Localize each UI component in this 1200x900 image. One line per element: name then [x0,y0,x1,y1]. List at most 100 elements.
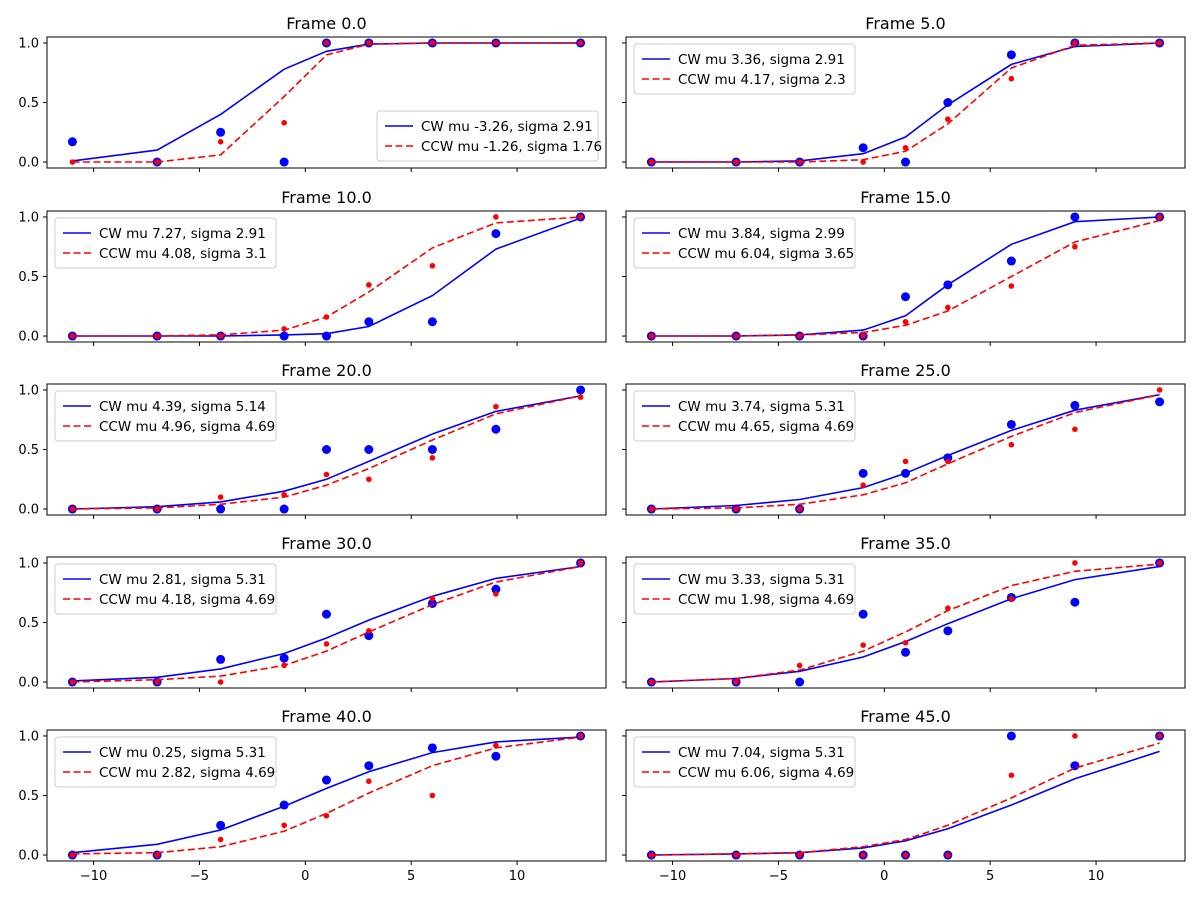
axes-frame [46,556,607,689]
subplot-title: Frame 15.0 [860,188,951,207]
x-tick-label: −10 [80,869,107,884]
y-tick-label: 1.0 [18,556,39,571]
ccw-data-point [281,822,287,829]
axes-frame [625,383,1186,516]
legend: CW mu 3.33, sigma 5.31 CCW mu 1.98, sigma… [633,563,856,615]
ccw-data-point [796,852,803,858]
legend: CW mu 3.84, sigma 2.99 CCW mu 6.04, sigma… [633,217,856,269]
ccw-data-point [945,116,951,122]
ccw-data-point [429,262,436,269]
ccw-data-point [577,214,584,220]
ccw-legend-label: CCW mu 1.98, sigma 4.69 [678,592,854,608]
cw-data-point [1006,50,1016,60]
ccw-data-point [860,159,866,165]
axes-frame [46,36,607,169]
ccw-legend-label: CCW mu 6.04, sigma 3.65 [678,246,854,262]
legend: CW mu 7.04, sigma 5.31 CCW mu 6.06, sigma… [633,736,856,788]
ccw-data-point [69,333,76,339]
subplot-title: Frame 20.0 [281,361,372,380]
x-tick-label: 10 [509,869,526,884]
subplot-title: Frame 45.0 [860,707,951,726]
cw-data-point [576,385,586,395]
ccw-fit-line [651,393,1160,510]
ccw-data-point [1156,733,1163,739]
legend-box [376,110,599,162]
ccw-data-point [902,458,909,465]
ccw-data-point [1008,283,1015,289]
ccw-data-point [796,506,803,512]
ccw-data-point [733,506,739,512]
cw-data-point [279,653,289,663]
legend-box [633,43,856,95]
y-tick-label: 0.5 [18,443,39,458]
cw-data-point [364,631,374,641]
legend: CW mu 3.36, sigma 2.91 CCW mu 4.17, sigma… [633,43,856,95]
subplot-7: Frame 35.0 CW mu 3.33, sigma 5.31 CCW mu 1… [622,534,1186,692]
cw-data-point [322,609,331,619]
ccw-data-point [1008,772,1015,779]
ccw-data-point [69,506,76,512]
cw-fit-line [72,395,581,510]
legend: CW mu 7.27, sigma 2.91 CCW mu 4.08, sigma… [54,217,277,269]
cw-data-point [67,137,77,147]
ccw-fit-line [651,219,1160,337]
ccw-data-point [733,852,739,858]
x-tick-label: 5 [986,869,994,884]
ccw-data-point [429,792,436,799]
ccw-legend-label: CCW mu 4.96, sigma 4.69 [99,419,275,435]
ccw-data-point [1072,40,1078,46]
ccw-data-point [1156,560,1163,566]
cw-data-point [943,98,953,107]
cw-data-point [1006,731,1016,741]
cw-data-point [427,743,437,753]
cw-data-point [279,331,289,341]
ccw-data-point [1072,733,1078,739]
ccw-data-point [281,119,287,126]
cw-data-point [1070,400,1080,410]
cw-legend-label: CW mu 3.84, sigma 2.99 [678,226,845,242]
ccw-legend-label: CCW mu 2.82, sigma 4.69 [99,765,275,781]
ccw-data-point [860,482,866,489]
ccw-data-point [945,605,951,612]
legend: CW mu 3.74, sigma 5.31 CCW mu 4.65, sigma… [633,390,856,442]
ccw-data-point [945,852,951,858]
x-tick-label: 0 [301,869,309,884]
ccw-legend-label: CCW mu 4.08, sigma 3.1 [99,246,267,262]
y-tick-label: 1.0 [18,729,39,744]
x-tick-label: −5 [190,869,209,884]
ccw-data-point [577,40,584,46]
ccw-legend-label: CCW mu 4.17, sigma 2.3 [678,72,846,88]
ccw-data-point [1156,40,1163,46]
x-tick-label: −10 [659,869,686,884]
subplot-title: Frame 40.0 [281,707,372,726]
ccw-data-point [1072,426,1078,433]
ccw-data-point [154,159,160,165]
ccw-data-point [217,139,224,145]
ccw-data-point [945,304,951,311]
ccw-data-point [796,159,803,165]
ccw-data-point [366,40,372,46]
cw-data-point [858,468,868,478]
cw-fit-line [72,565,581,682]
legend-box [54,563,277,615]
cw-legend-label: CW mu -3.26, sigma 2.91 [421,119,593,135]
ccw-data-point [493,591,499,597]
axes-frame [46,729,607,862]
legend-box [54,390,277,442]
cw-data-point [491,424,501,434]
ccw-data-point [648,852,655,858]
cw-data-point [901,292,910,302]
ccw-data-point [945,458,951,465]
cw-data-point [491,751,501,761]
ccw-data-point [902,852,909,858]
cw-data-point [901,647,910,657]
legend-box [54,736,277,788]
ccw-data-point [1072,560,1078,566]
cw-legend-label: CW mu 7.27, sigma 2.91 [99,226,266,242]
axes-frame [46,383,607,516]
ccw-data-point [69,159,76,165]
legend: CW mu 4.39, sigma 5.14 CCW mu 4.96, sigma… [54,390,277,442]
ccw-data-point [796,662,803,669]
ccw-data-point [217,679,224,685]
